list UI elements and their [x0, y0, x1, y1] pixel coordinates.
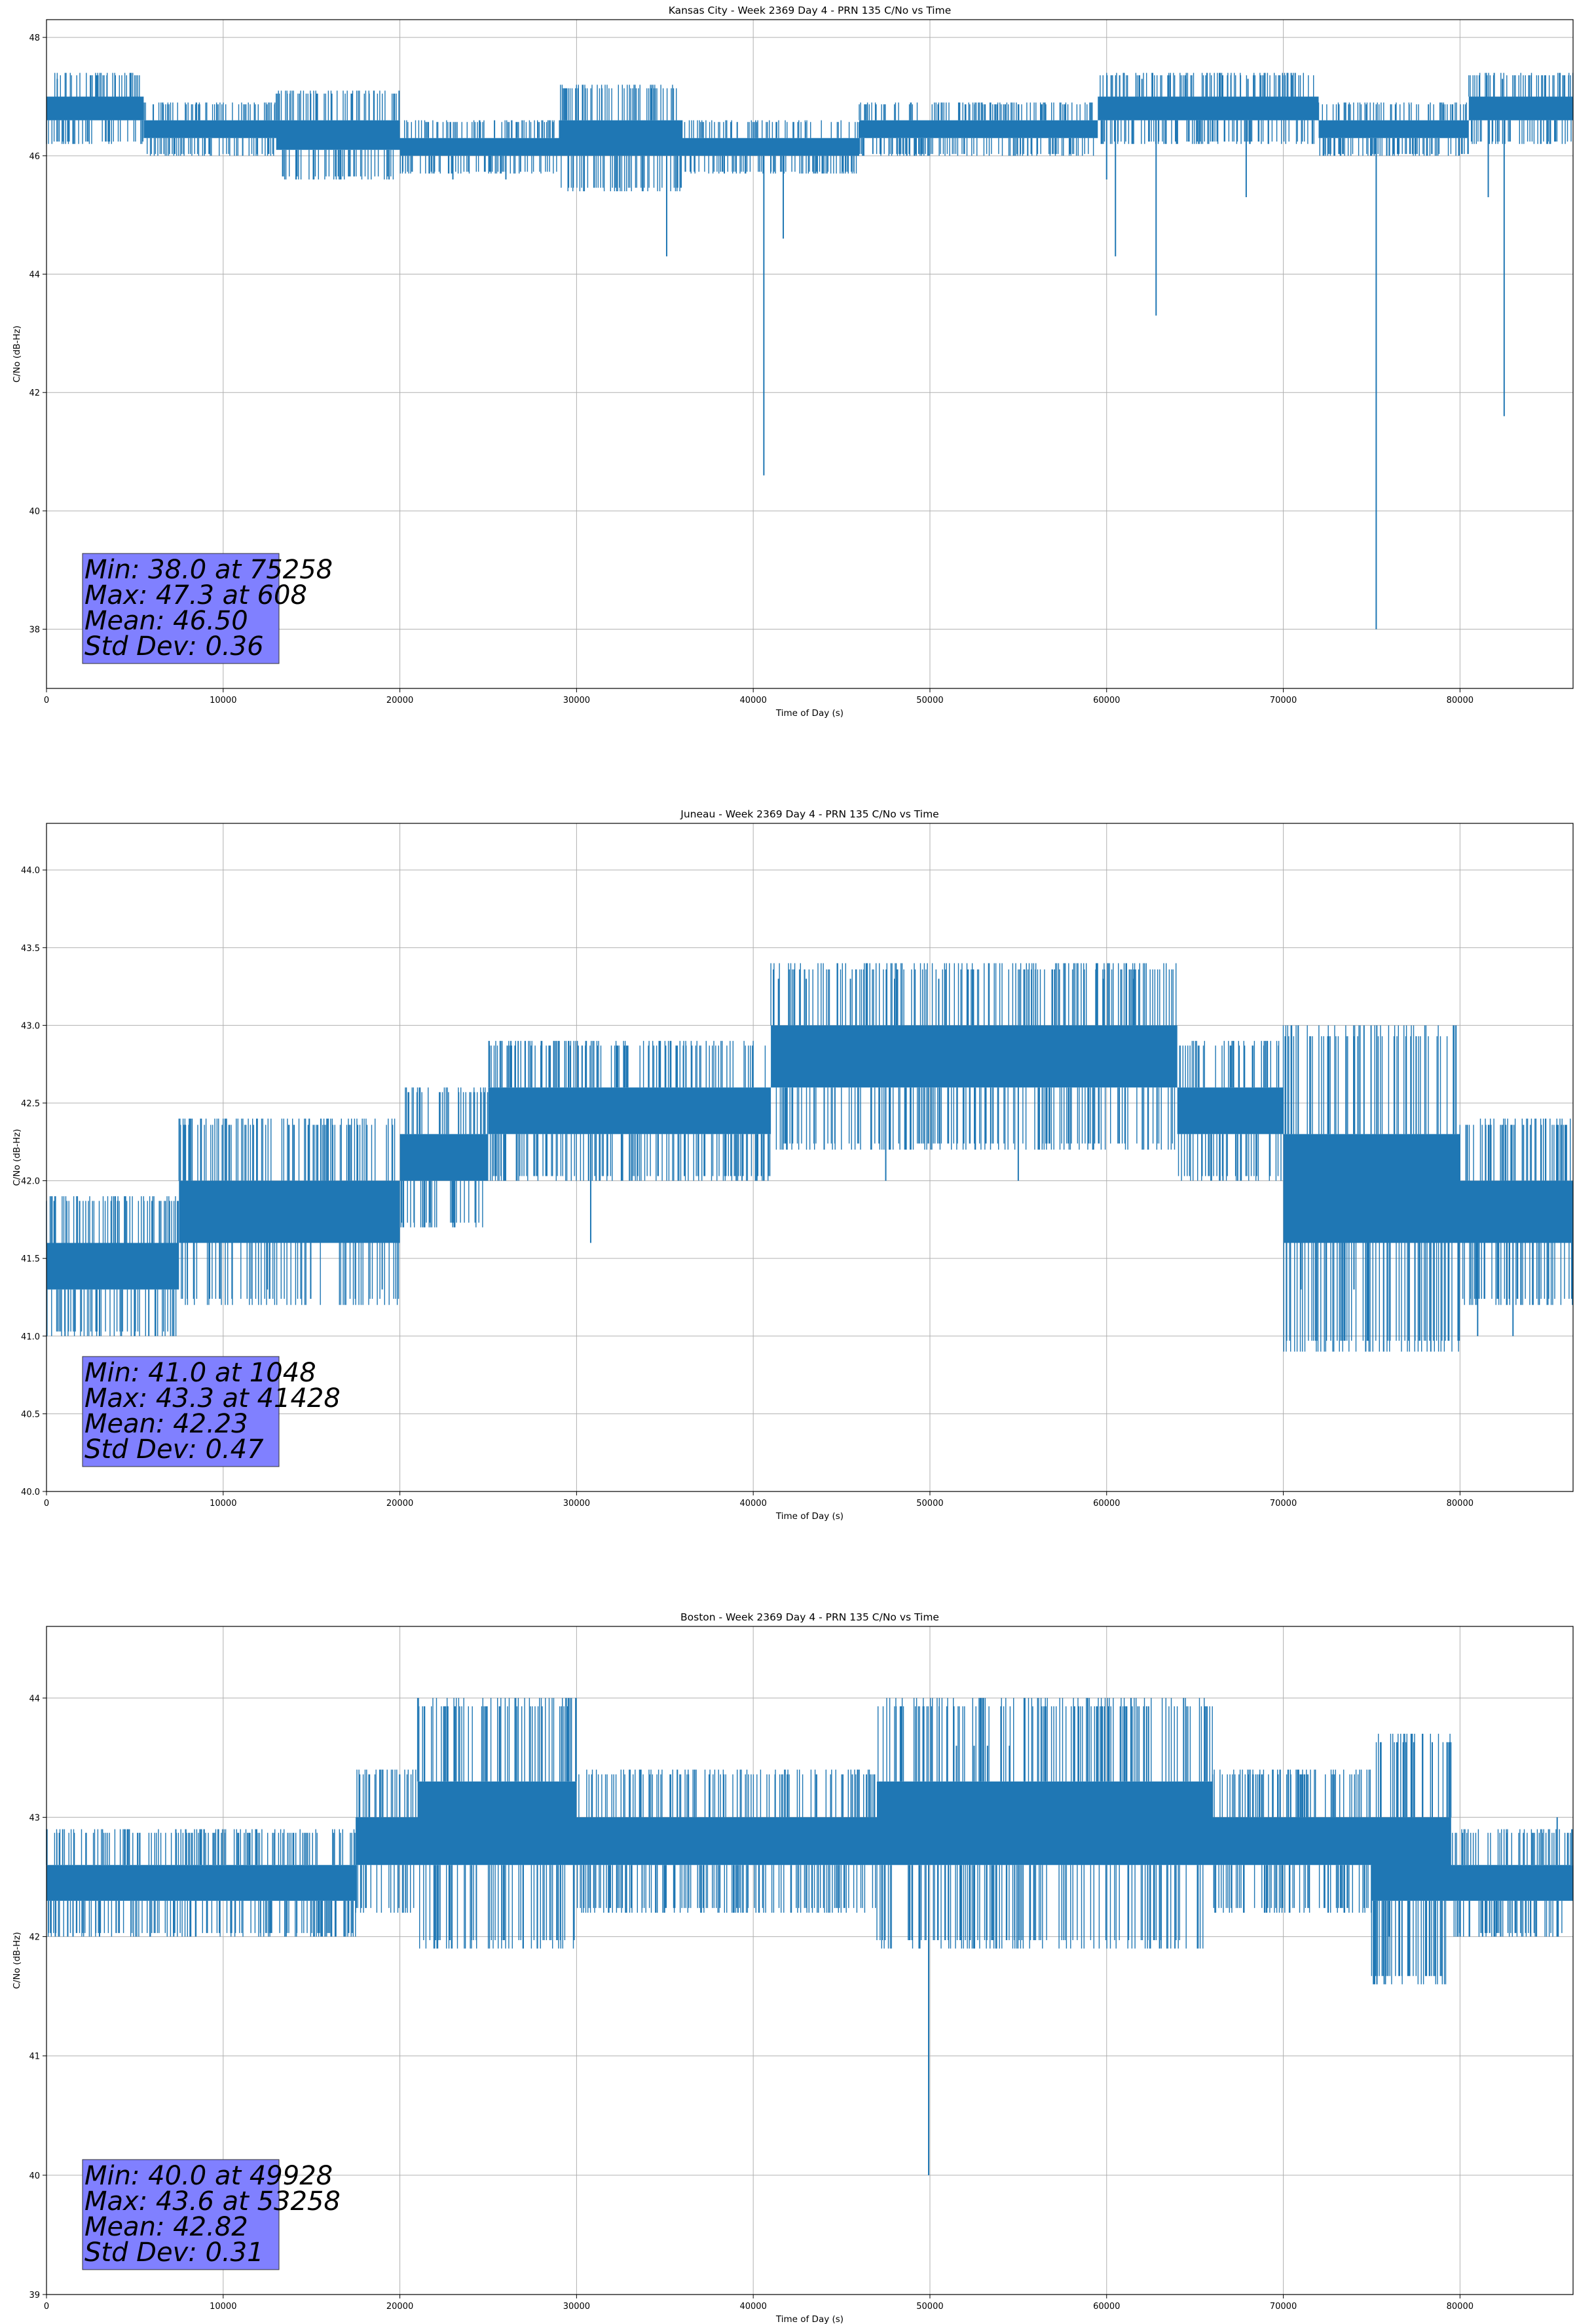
- stats-line: Min: 40.0 at 49928: [84, 2161, 333, 2191]
- chart-panel-1: Kansas City - Week 2369 Day 4 - PRN 135 …: [12, 5, 1574, 719]
- x-tick-label: 60000: [1093, 1499, 1120, 1509]
- stats-line: Mean: 46.50: [84, 606, 248, 636]
- x-axis-label: Time of Day (s): [775, 708, 844, 719]
- stats-line: Mean: 42.23: [84, 1409, 248, 1439]
- x-axis-label: Time of Day (s): [775, 2314, 844, 2324]
- plot-frame: [46, 823, 1574, 1492]
- x-tick-label: 40000: [739, 696, 766, 705]
- y-tick-label: 42.5: [21, 1099, 40, 1109]
- y-tick-label: 42: [29, 1933, 40, 1943]
- x-tick-label: 10000: [210, 696, 236, 705]
- chart-title: Juneau - Week 2369 Day 4 - PRN 135 C/No …: [680, 808, 938, 820]
- x-tick-label: 60000: [1093, 2302, 1120, 2312]
- x-tick-label: 20000: [386, 2302, 413, 2312]
- stats-line: Max: 43.6 at 53258: [84, 2186, 341, 2217]
- y-tick-label: 46: [29, 152, 40, 162]
- y-tick-label: 44: [29, 1694, 40, 1704]
- x-tick-label: 70000: [1270, 1499, 1297, 1509]
- x-tick-label: 50000: [916, 2302, 943, 2312]
- chart-title: Kansas City - Week 2369 Day 4 - PRN 135 …: [669, 5, 952, 16]
- y-tick-label: 44.0: [21, 866, 40, 876]
- plot-frame: [46, 19, 1574, 689]
- stats-line: Max: 43.3 at 41428: [84, 1383, 341, 1414]
- stats-line: Mean: 42.82: [84, 2212, 248, 2242]
- series-band: [46, 96, 1573, 156]
- series-band: [46, 1025, 1573, 1290]
- stats-line: Std Dev: 0.47: [84, 1434, 264, 1465]
- x-tick-label: 0: [44, 696, 49, 705]
- x-tick-label: 50000: [916, 696, 943, 705]
- x-tick-label: 80000: [1447, 2302, 1474, 2312]
- stats-line: Std Dev: 0.31: [84, 2238, 264, 2268]
- y-tick-label: 43.5: [21, 944, 40, 954]
- y-tick-label: 43.0: [21, 1021, 40, 1031]
- stats-box: [82, 1356, 280, 1467]
- stats-line: Min: 41.0 at 1048: [84, 1358, 316, 1388]
- x-tick-label: 10000: [210, 2302, 236, 2312]
- y-tick-label: 40.0: [21, 1488, 40, 1497]
- x-tick-label: 80000: [1447, 1499, 1474, 1509]
- y-tick-label: 42: [29, 388, 40, 398]
- x-tick-label: 70000: [1270, 696, 1297, 705]
- x-tick-label: 80000: [1447, 696, 1474, 705]
- y-tick-label: 41.0: [21, 1332, 40, 1342]
- stats-box: [82, 553, 280, 664]
- stats-box: [82, 2159, 280, 2270]
- chart-panel-3: Boston - Week 2369 Day 4 - PRN 135 C/No …: [12, 1611, 1574, 2324]
- y-tick-label: 42.0: [21, 1177, 40, 1187]
- y-tick-label: 40: [29, 507, 40, 517]
- x-tick-label: 0: [44, 1499, 49, 1509]
- chart-panel-2: Juneau - Week 2369 Day 4 - PRN 135 C/No …: [12, 808, 1574, 1522]
- stats-line: Max: 47.3 at 608: [84, 580, 307, 610]
- x-tick-label: 30000: [563, 696, 590, 705]
- y-tick-label: 40.5: [21, 1410, 40, 1419]
- y-tick-label: 41.5: [21, 1254, 40, 1264]
- y-tick-label: 43: [29, 1813, 40, 1823]
- x-axis-label: Time of Day (s): [775, 1511, 844, 1522]
- x-tick-label: 10000: [210, 1499, 236, 1509]
- y-tick-label: 40: [29, 2171, 40, 2181]
- plot-frame: [46, 1626, 1574, 2295]
- y-tick-label: 41: [29, 2052, 40, 2062]
- y-tick-label: 38: [29, 626, 40, 635]
- x-tick-label: 40000: [739, 1499, 766, 1509]
- x-tick-label: 20000: [386, 1499, 413, 1509]
- stats-line: Std Dev: 0.36: [84, 631, 264, 662]
- y-axis-label: C/No (dB-Hz): [12, 326, 22, 383]
- x-tick-label: 60000: [1093, 696, 1120, 705]
- series-band: [46, 1781, 1573, 1901]
- chart-title: Boston - Week 2369 Day 4 - PRN 135 C/No …: [680, 1611, 939, 1623]
- y-tick-label: 44: [29, 271, 40, 280]
- y-axis-label: C/No (dB-Hz): [12, 1932, 22, 1989]
- x-tick-label: 50000: [916, 1499, 943, 1509]
- y-tick-label: 39: [29, 2291, 40, 2300]
- x-tick-label: 30000: [563, 2302, 590, 2312]
- y-axis-label: C/No (dB-Hz): [12, 1129, 22, 1186]
- x-tick-label: 40000: [739, 2302, 766, 2312]
- stats-line: Min: 38.0 at 75258: [84, 555, 333, 585]
- y-tick-label: 48: [29, 33, 40, 43]
- x-tick-label: 0: [44, 2302, 49, 2312]
- x-tick-label: 70000: [1270, 2302, 1297, 2312]
- x-tick-label: 20000: [386, 696, 413, 705]
- x-tick-label: 30000: [563, 1499, 590, 1509]
